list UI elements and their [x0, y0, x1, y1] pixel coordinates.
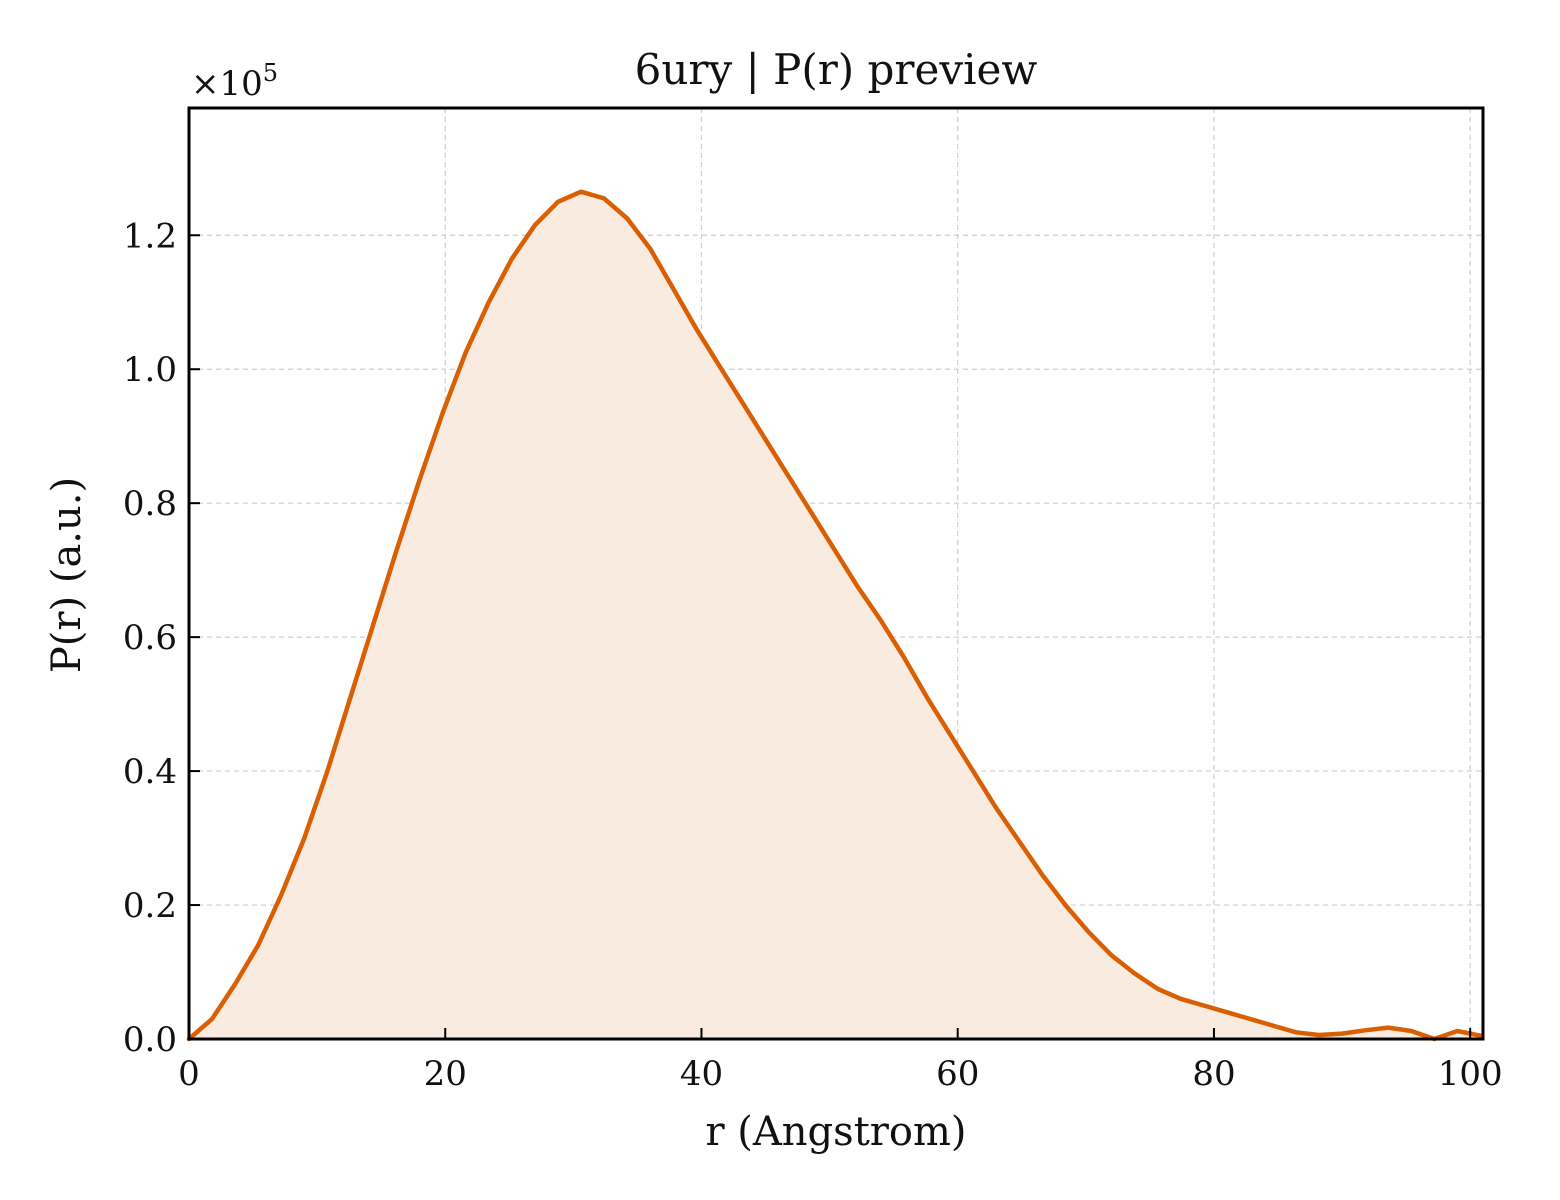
- pr-area-fill: [189, 191, 1481, 1039]
- y-axis-title: P(r) (a.u.): [44, 477, 90, 673]
- y-axis-multiplier: ×105: [191, 59, 278, 104]
- x-axis-ticks: 0 20 40 60 80 100: [178, 1028, 1503, 1094]
- x-tick-label: 0: [178, 1054, 200, 1094]
- y-tick-label: 0.2: [123, 886, 177, 926]
- series-area: [186, 189, 1483, 1042]
- x-tick-label: 40: [680, 1054, 723, 1094]
- x-tick-label: 100: [1438, 1054, 1503, 1094]
- pr-series-line: [186, 189, 1483, 1042]
- x-axis-title: r (Angstrom): [705, 1109, 966, 1155]
- x-tick-label: 80: [1192, 1054, 1235, 1094]
- y-tick-label: 1.2: [123, 216, 177, 256]
- y-tick-label: 1.0: [123, 350, 177, 390]
- y-multiplier-exponent: 5: [263, 59, 278, 87]
- y-axis-ticks: 0.0 0.2 0.4 0.6 0.8 1.0 1.2: [123, 216, 200, 1060]
- plot-frame: [187, 106, 1485, 1041]
- y-tick-label: 0.8: [123, 484, 177, 524]
- chart-title: 6ury | P(r) preview: [635, 45, 1038, 94]
- x-tick-label: 20: [424, 1054, 467, 1094]
- y-tick-label: 0.6: [123, 618, 177, 658]
- x-tick-label: 60: [936, 1054, 979, 1094]
- y-tick-label: 0.4: [123, 752, 177, 792]
- y-multiplier-prefix: ×10: [191, 64, 263, 104]
- y-tick-label: 0.0: [123, 1020, 177, 1060]
